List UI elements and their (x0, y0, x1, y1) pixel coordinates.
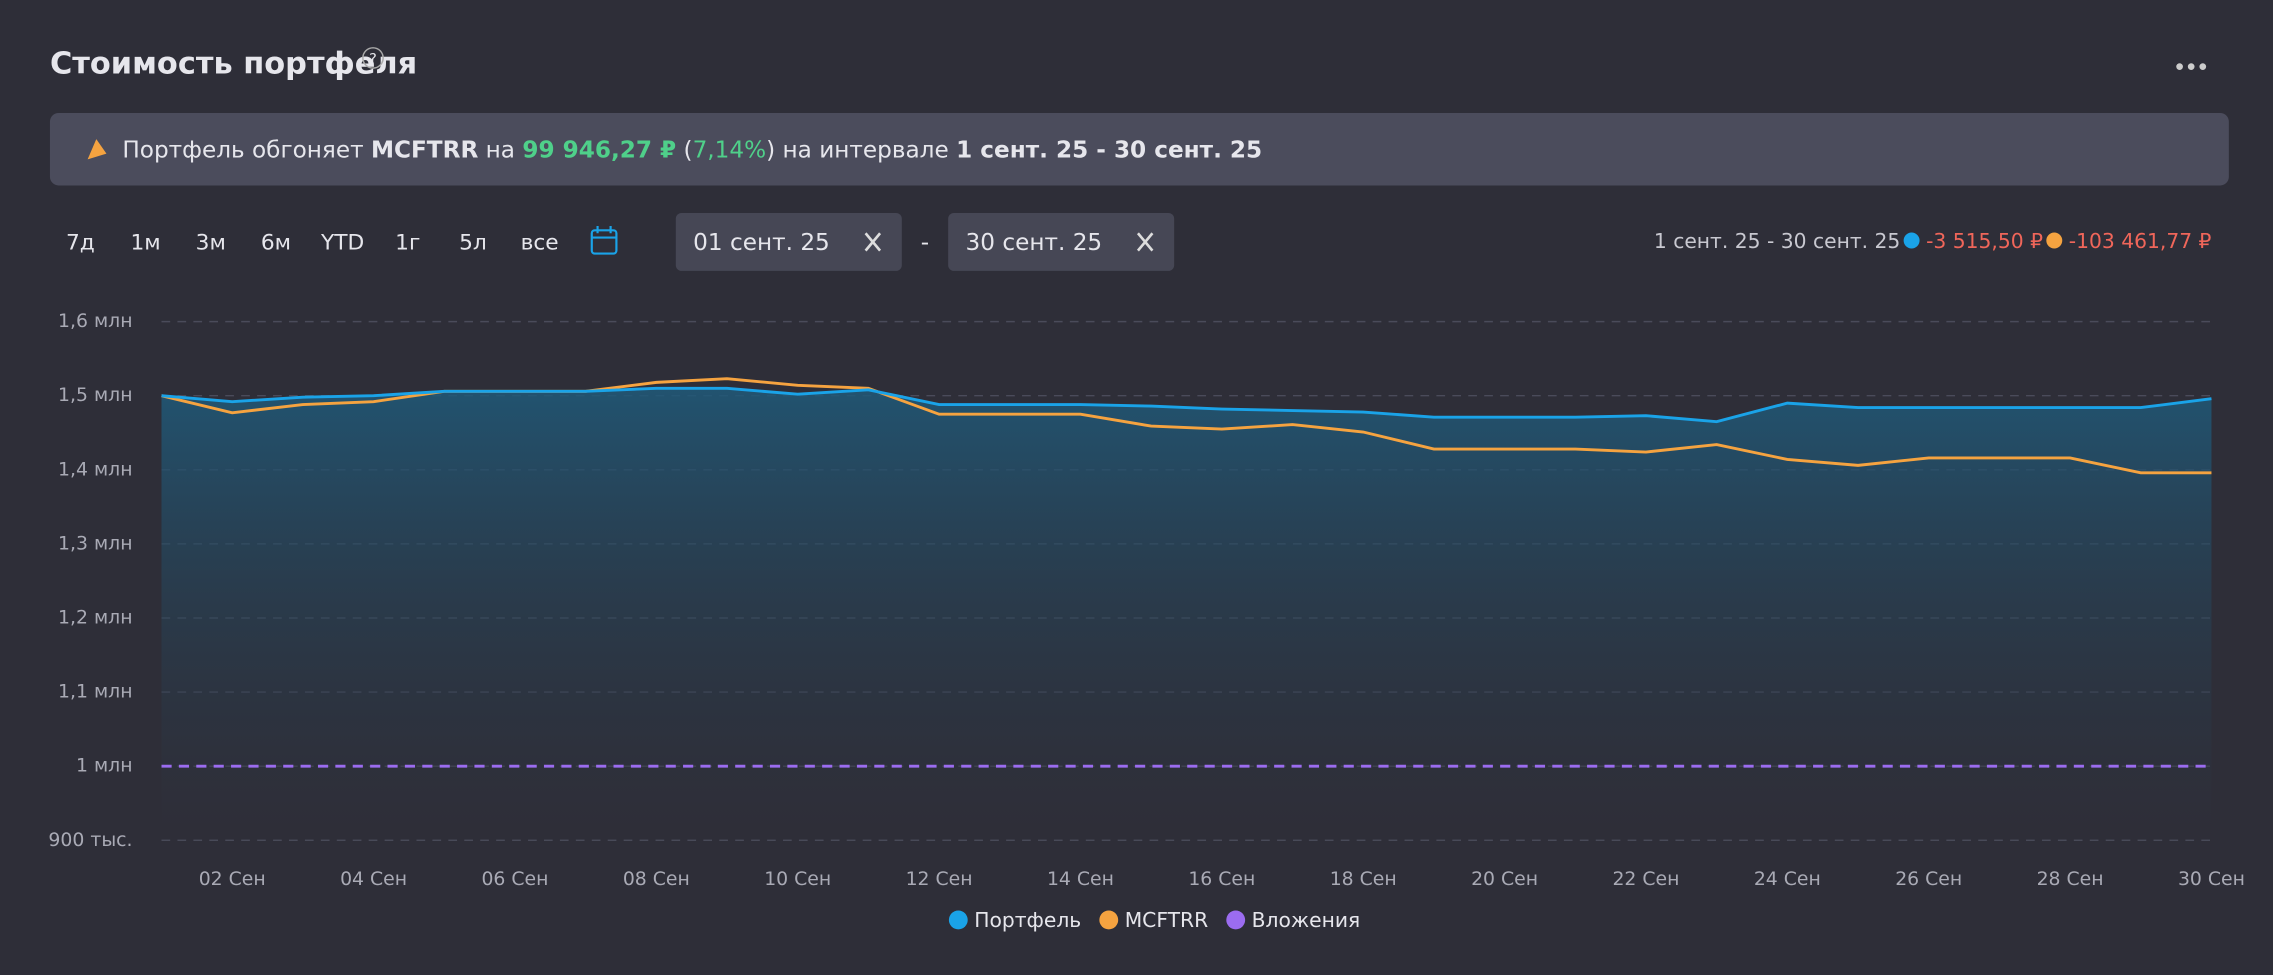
x-tick-label: 18 Сен (1330, 869, 1397, 890)
summary-dot (1903, 232, 1920, 249)
legend-label[interactable]: MCFTRR (1125, 908, 1208, 932)
banner-part: Портфель обгоняет (122, 136, 371, 163)
x-tick-label: 12 Сен (906, 869, 973, 890)
period-button[interactable]: 5л (459, 230, 487, 255)
x-tick-label: 04 Сен (340, 869, 407, 890)
summary: 1 сент. 25 - 30 сент. 25 -3 515,50 ₽ -10… (1654, 228, 2212, 252)
legend-swatch[interactable] (1226, 910, 1246, 930)
date-to-box[interactable] (948, 212, 1175, 271)
banner-part: 7,14% (693, 136, 767, 163)
x-tick-label: 26 Сен (1895, 869, 1962, 890)
period-button[interactable]: 1г (395, 230, 420, 255)
banner-part: 99 946,27 ₽ (522, 136, 676, 163)
legend-swatch[interactable] (948, 910, 968, 930)
period-button[interactable]: все (521, 230, 559, 255)
period-button[interactable]: 6м (261, 230, 291, 255)
x-tick-label: 30 Сен (2178, 869, 2245, 890)
banner-part: ) на интервале (766, 136, 956, 163)
summary-change: -3 515,50 ₽ (1926, 228, 2043, 252)
title: Стоимость портфеля (50, 47, 417, 82)
series-line (161, 386, 2212, 424)
banner-part: на (478, 136, 522, 163)
x-tick-label: 20 Сен (1471, 869, 1538, 890)
period-button[interactable]: 1м (130, 230, 160, 255)
banner-text: Портфель обгоняет MCFTRR на 99 946,27 ₽ … (122, 136, 1262, 163)
legend-label[interactable]: Портфель (974, 908, 1081, 932)
banner-part: 1 сент. 25 - 30 сент. 25 (956, 136, 1262, 163)
x-tick-label: 14 Сен (1047, 869, 1114, 890)
legend-swatch[interactable] (1099, 910, 1119, 930)
x-tick-label: 02 Сен (199, 869, 266, 890)
x-tick-label: 22 Сен (1612, 869, 1679, 890)
clear-to[interactable] (1136, 232, 1154, 252)
y-tick-label: 1,2 млн (58, 607, 132, 628)
legend-label[interactable]: Вложения (1252, 908, 1361, 932)
y-tick-label: 1,4 млн (58, 459, 132, 480)
clear-from[interactable] (864, 232, 882, 252)
date-from-box[interactable] (675, 212, 902, 271)
x-tick-label: 24 Сен (1754, 869, 1821, 890)
x-tick-label: 28 Сен (2037, 869, 2104, 890)
banner (49, 113, 2229, 186)
summary-dot (2046, 232, 2063, 249)
date-separator: - (921, 229, 929, 256)
y-tick-label: 1,5 млн (58, 385, 132, 406)
summary-interval: 1 сент. 25 - 30 сент. 25 (1654, 228, 1900, 252)
x-tick-label: 08 Сен (623, 869, 690, 890)
x-tick-label: 10 Сен (764, 869, 831, 890)
y-tick-label: 1 млн (76, 756, 133, 777)
x-tick-label: 06 Сен (481, 869, 548, 890)
y-tick-label: 1,1 млн (58, 682, 132, 703)
period-button[interactable]: 7д (66, 230, 95, 255)
x-tick-label: 16 Сен (1188, 869, 1255, 890)
party-icon (87, 139, 107, 160)
calendar-icon[interactable] (590, 226, 618, 255)
period-button[interactable]: YTD (320, 230, 364, 255)
date-from[interactable]: 01 сент. 25 (693, 229, 830, 256)
y-tick-label: 1,3 млн (58, 533, 132, 554)
y-tick-label: 900 тыс. (48, 830, 132, 851)
banner-part: ( (676, 136, 692, 163)
y-tick-label: 1,6 млн (58, 311, 132, 332)
summary-change: -103 461,77 ₽ (2069, 228, 2212, 252)
date-to[interactable]: 30 сент. 25 (966, 229, 1103, 256)
banner-part: MCFTRR (371, 136, 478, 163)
portfolio-area (161, 388, 2212, 841)
help-mark[interactable]: ? (369, 51, 377, 67)
more-menu[interactable] (2176, 63, 2207, 70)
help-icon[interactable] (362, 47, 384, 69)
period-button[interactable]: 3м (196, 230, 226, 255)
